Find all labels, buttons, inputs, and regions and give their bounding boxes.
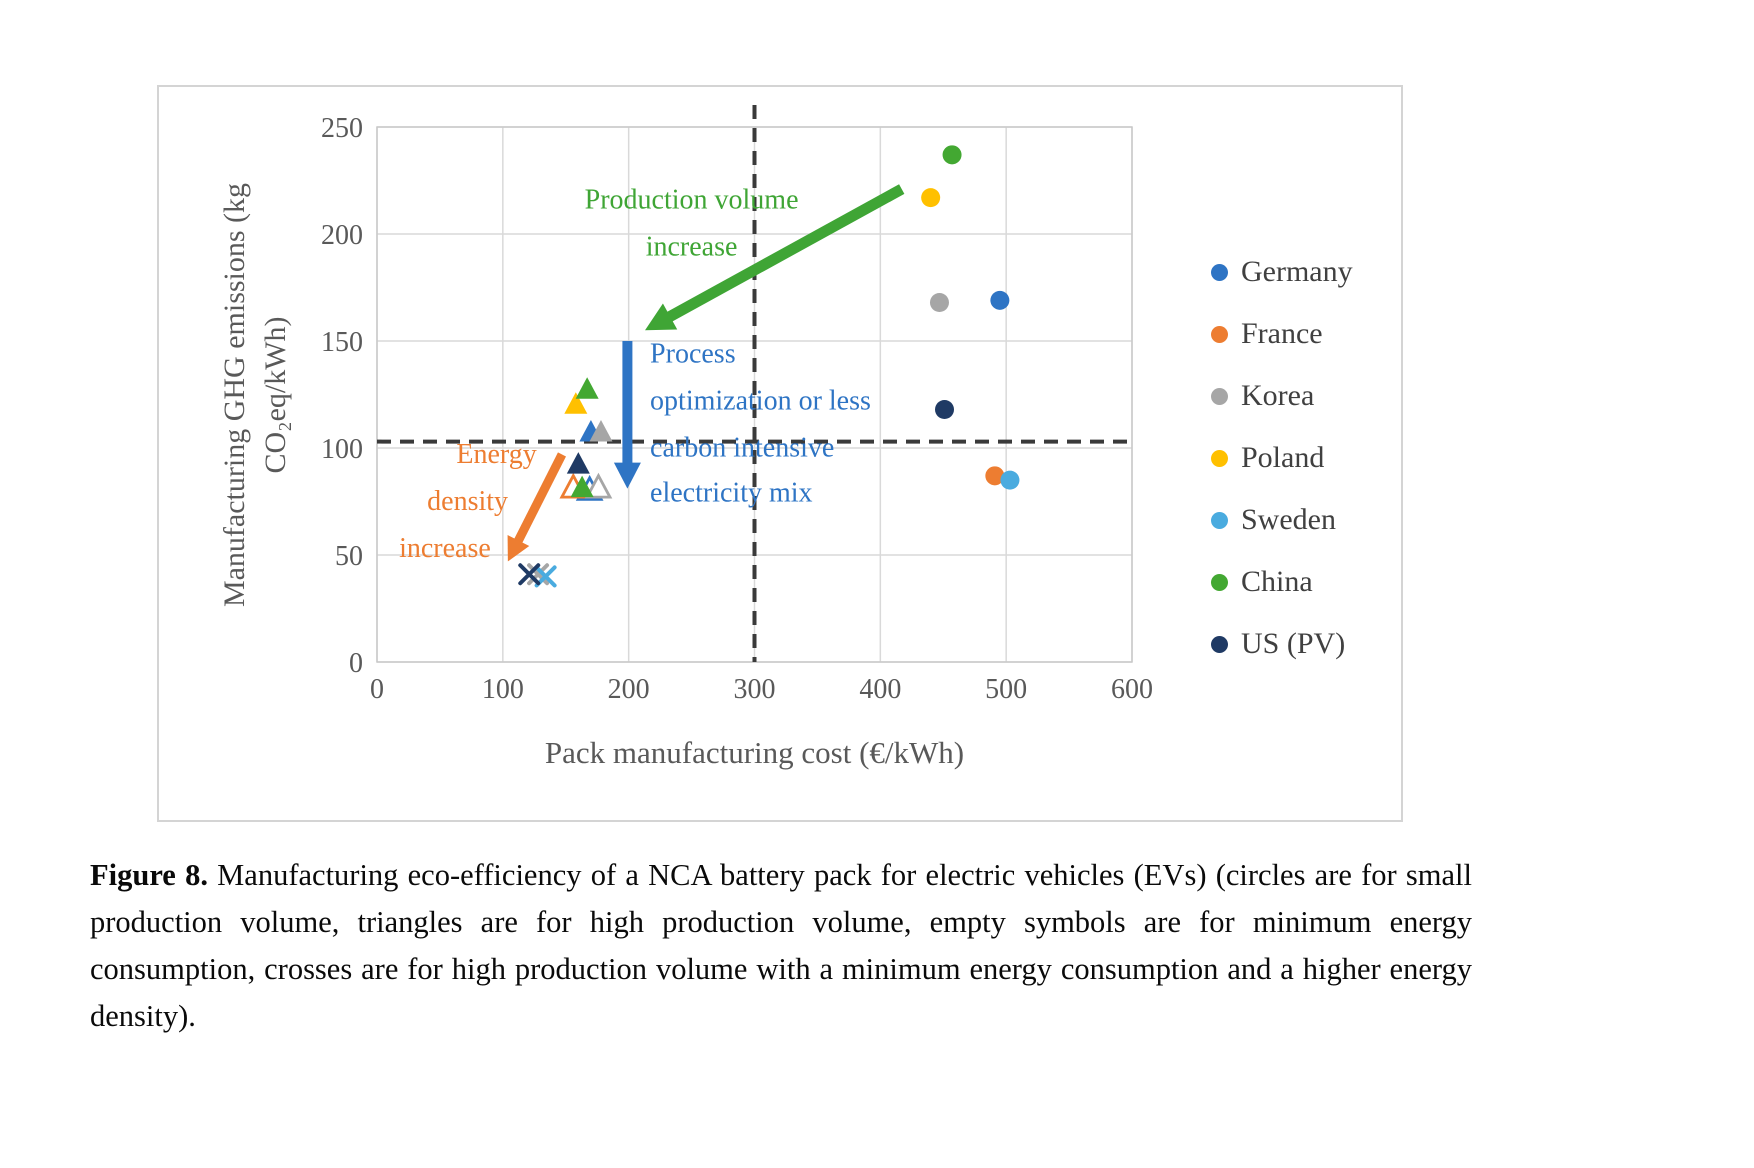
legend-item-germany: Germany: [1211, 253, 1353, 291]
x-tick-label: 300: [734, 674, 776, 705]
y-tick-label: 0: [349, 648, 363, 679]
legend-marker-icon: [1211, 263, 1228, 281]
legend-label: Poland: [1241, 441, 1325, 474]
legend-item-korea: Korea: [1211, 377, 1353, 415]
figure-caption: Figure 8. Manufacturing eco-efficiency o…: [90, 852, 1472, 1040]
legend-label: Sweden: [1241, 503, 1336, 536]
y-axis-title-line-1: Manufacturing GHG emissions (kg: [218, 182, 251, 608]
annotation-arrowhead-production-volume-increase: [645, 303, 678, 331]
annotation-arrowhead-energy-density-increase: [507, 535, 530, 562]
legend-marker-icon: [1211, 573, 1228, 591]
figure-caption-label: Figure 8.: [90, 858, 208, 892]
annotation-text-energy-density-increase: increase: [399, 533, 491, 564]
data-point-poland: [564, 392, 588, 414]
data-point-china: [942, 145, 962, 165]
y-tick-label: 150: [321, 327, 363, 358]
x-tick-label: 100: [482, 674, 524, 705]
annotation-text-production-volume-increase: increase: [646, 231, 738, 262]
x-tick-label: 400: [859, 674, 901, 705]
annotation-text-energy-density-increase: Energy: [456, 439, 536, 470]
legend-marker-icon: [1211, 635, 1228, 653]
y-tick-label: 100: [321, 434, 363, 465]
y-tick-label: 50: [335, 541, 363, 572]
annotation-text-process-optimization: carbon intensive: [650, 433, 834, 464]
annotation-arrow-production-volume-increase: [664, 184, 905, 323]
legend-label: US (PV): [1241, 627, 1346, 660]
legend-item-china: China: [1211, 563, 1353, 601]
legend-marker-icon: [1211, 449, 1228, 467]
figure-panel: 0 100 200 300 400 500 600 0 50 100 150 200 250 Produc…: [157, 85, 1403, 822]
scatter-chart: 0 100 200 300 400 500 600 0 50 100 150 200 250 Produc…: [321, 105, 1153, 705]
data-point-us-pv: [566, 452, 590, 474]
legend: Germany France Korea Poland Sweden China US (P…: [1211, 253, 1353, 663]
legend-marker-icon: [1211, 387, 1228, 405]
legend-item-us-pv: US (PV): [1211, 625, 1353, 663]
annotation-text-production-volume-increase: Production volume: [585, 184, 799, 215]
data-point-korea: [929, 292, 949, 312]
y-axis-title: Manufacturing GHG emissions (kg CO₂eq/kW…: [214, 183, 296, 607]
legend-label: France: [1241, 317, 1323, 350]
annotation-text-process-optimization: electricity mix: [650, 478, 813, 509]
data-point-china: [570, 475, 594, 498]
data-point-us-pv: [518, 563, 541, 586]
legend-item-france: France: [1211, 315, 1353, 353]
x-tick-label: 0: [370, 674, 384, 705]
data-point-france: [985, 466, 1005, 486]
y-tick-label: 250: [321, 113, 363, 144]
legend-label: Germany: [1241, 255, 1353, 288]
data-point-china: [575, 377, 599, 399]
data-point-korea: [589, 420, 613, 442]
figure-caption-text: Manufacturing eco-efficiency of a NCA ba…: [90, 858, 1473, 1033]
annotation-arrowhead-process-optimization: [613, 462, 641, 489]
x-tick-label: 200: [608, 674, 650, 705]
data-point-us-pv: [935, 399, 955, 419]
data-point-poland: [921, 188, 941, 208]
legend-marker-icon: [1211, 511, 1228, 529]
data-point-sweden: [1000, 470, 1020, 490]
y-axis-title-line-2: CO₂eq/kWh): [259, 316, 292, 474]
legend-item-sweden: Sweden: [1211, 501, 1353, 539]
data-point-germany: [990, 290, 1010, 310]
y-tick-label: 200: [321, 220, 363, 251]
legend-marker-icon: [1211, 325, 1228, 343]
legend-label: Korea: [1241, 379, 1315, 412]
x-axis-title: Pack manufacturing cost (€/kWh): [544, 735, 965, 770]
legend-label: China: [1241, 565, 1313, 598]
annotation-text-process-optimization: Process: [650, 338, 736, 369]
x-tick-label: 500: [985, 674, 1027, 705]
x-tick-label: 600: [1111, 674, 1153, 705]
annotation-arrow-energy-density-increase: [513, 452, 566, 546]
annotation-text-energy-density-increase: density: [427, 486, 508, 517]
legend-item-poland: Poland: [1211, 439, 1353, 477]
annotation-text-process-optimization: optimization or less: [650, 385, 871, 416]
data-point-korea: [584, 472, 613, 499]
